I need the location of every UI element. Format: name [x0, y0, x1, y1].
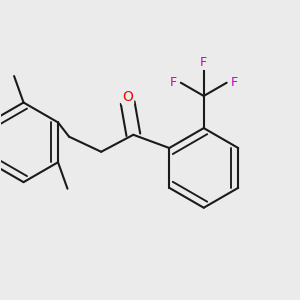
Text: F: F: [169, 76, 176, 89]
Text: F: F: [200, 56, 207, 69]
Text: O: O: [122, 90, 133, 104]
Text: F: F: [231, 76, 238, 89]
